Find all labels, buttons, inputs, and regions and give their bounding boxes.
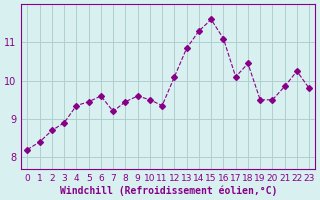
X-axis label: Windchill (Refroidissement éolien,°C): Windchill (Refroidissement éolien,°C) (60, 185, 277, 196)
